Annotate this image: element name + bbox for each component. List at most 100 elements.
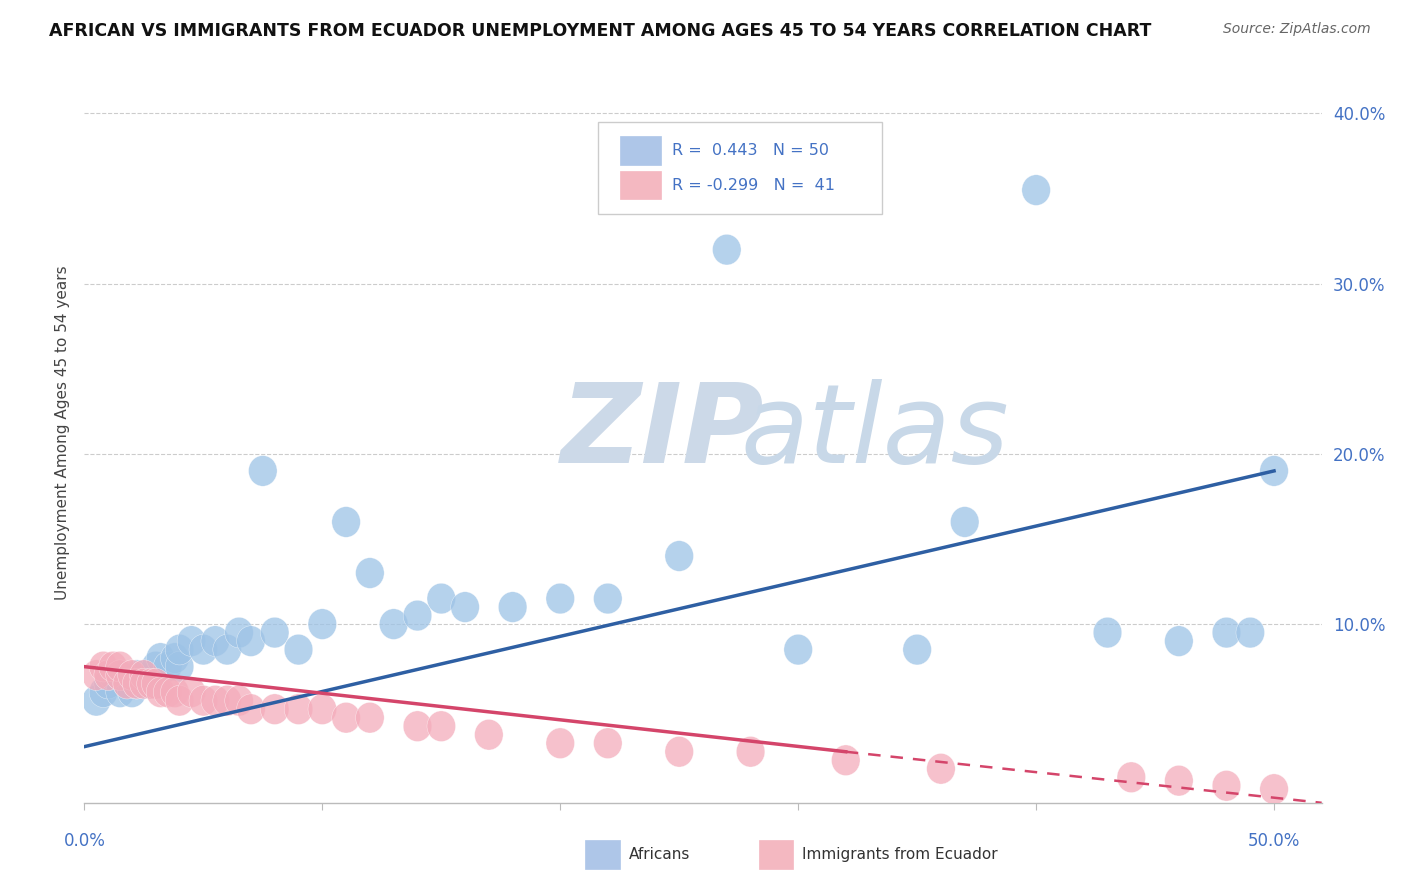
- Text: AFRICAN VS IMMIGRANTS FROM ECUADOR UNEMPLOYMENT AMONG AGES 45 TO 54 YEARS CORREL: AFRICAN VS IMMIGRANTS FROM ECUADOR UNEMP…: [49, 22, 1152, 40]
- Ellipse shape: [260, 617, 290, 648]
- Ellipse shape: [94, 660, 122, 690]
- FancyBboxPatch shape: [620, 136, 661, 165]
- Ellipse shape: [1212, 771, 1240, 801]
- Ellipse shape: [146, 643, 174, 673]
- Ellipse shape: [950, 507, 979, 537]
- Ellipse shape: [82, 660, 111, 690]
- Ellipse shape: [427, 583, 456, 614]
- FancyBboxPatch shape: [759, 840, 793, 870]
- Ellipse shape: [404, 600, 432, 631]
- Text: Source: ZipAtlas.com: Source: ZipAtlas.com: [1223, 22, 1371, 37]
- Ellipse shape: [129, 660, 157, 690]
- Ellipse shape: [177, 626, 205, 657]
- Y-axis label: Unemployment Among Ages 45 to 54 years: Unemployment Among Ages 45 to 54 years: [55, 265, 70, 600]
- Ellipse shape: [146, 677, 174, 707]
- Ellipse shape: [105, 660, 135, 690]
- Ellipse shape: [160, 643, 188, 673]
- FancyBboxPatch shape: [620, 171, 661, 200]
- Ellipse shape: [1260, 456, 1288, 486]
- Ellipse shape: [153, 677, 181, 707]
- Ellipse shape: [94, 668, 122, 699]
- Ellipse shape: [201, 626, 229, 657]
- Ellipse shape: [160, 677, 188, 707]
- Ellipse shape: [332, 702, 360, 733]
- Ellipse shape: [498, 591, 527, 623]
- Ellipse shape: [332, 507, 360, 537]
- Ellipse shape: [380, 608, 408, 640]
- Text: Immigrants from Ecuador: Immigrants from Ecuador: [801, 847, 998, 863]
- Ellipse shape: [177, 677, 205, 707]
- Text: 0.0%: 0.0%: [63, 832, 105, 850]
- Ellipse shape: [665, 737, 693, 767]
- Ellipse shape: [122, 668, 150, 699]
- Ellipse shape: [356, 558, 384, 589]
- FancyBboxPatch shape: [585, 840, 620, 870]
- Ellipse shape: [1212, 617, 1240, 648]
- Ellipse shape: [112, 668, 142, 699]
- Text: 50.0%: 50.0%: [1249, 832, 1301, 850]
- Ellipse shape: [142, 668, 170, 699]
- Text: ZIP: ZIP: [561, 379, 765, 486]
- Ellipse shape: [927, 754, 955, 784]
- Text: Africans: Africans: [628, 847, 690, 863]
- Ellipse shape: [129, 668, 157, 699]
- Ellipse shape: [284, 694, 312, 724]
- Ellipse shape: [785, 634, 813, 665]
- Ellipse shape: [546, 728, 575, 758]
- Ellipse shape: [903, 634, 931, 665]
- Ellipse shape: [593, 728, 621, 758]
- Ellipse shape: [82, 685, 111, 716]
- Ellipse shape: [201, 685, 229, 716]
- Ellipse shape: [236, 694, 266, 724]
- Ellipse shape: [737, 737, 765, 767]
- Ellipse shape: [98, 660, 127, 690]
- Ellipse shape: [1116, 762, 1146, 793]
- Ellipse shape: [136, 668, 166, 699]
- Ellipse shape: [236, 626, 266, 657]
- Ellipse shape: [129, 668, 157, 699]
- Ellipse shape: [89, 651, 118, 682]
- Ellipse shape: [1260, 774, 1288, 805]
- Ellipse shape: [1022, 175, 1050, 205]
- Ellipse shape: [118, 677, 146, 707]
- Ellipse shape: [142, 668, 170, 699]
- Ellipse shape: [831, 745, 860, 775]
- Ellipse shape: [188, 685, 218, 716]
- Ellipse shape: [105, 651, 135, 682]
- Ellipse shape: [153, 651, 181, 682]
- Text: R = -0.299   N =  41: R = -0.299 N = 41: [672, 178, 835, 193]
- Ellipse shape: [713, 235, 741, 265]
- Ellipse shape: [98, 651, 127, 682]
- Ellipse shape: [427, 711, 456, 741]
- Ellipse shape: [356, 702, 384, 733]
- Ellipse shape: [142, 651, 170, 682]
- Ellipse shape: [475, 720, 503, 750]
- Ellipse shape: [212, 685, 242, 716]
- Ellipse shape: [89, 677, 118, 707]
- Text: atlas: atlas: [740, 379, 1008, 486]
- Ellipse shape: [212, 634, 242, 665]
- Ellipse shape: [593, 583, 621, 614]
- Ellipse shape: [308, 694, 336, 724]
- Ellipse shape: [166, 651, 194, 682]
- Text: R =  0.443   N = 50: R = 0.443 N = 50: [672, 143, 830, 158]
- Ellipse shape: [188, 634, 218, 665]
- Ellipse shape: [284, 634, 312, 665]
- Ellipse shape: [225, 617, 253, 648]
- Ellipse shape: [129, 660, 157, 690]
- Ellipse shape: [122, 668, 150, 699]
- Ellipse shape: [1164, 765, 1194, 796]
- Ellipse shape: [118, 660, 146, 690]
- Ellipse shape: [404, 711, 432, 741]
- Ellipse shape: [122, 660, 150, 690]
- Ellipse shape: [136, 668, 166, 699]
- Ellipse shape: [308, 608, 336, 640]
- Ellipse shape: [1236, 617, 1264, 648]
- Ellipse shape: [112, 668, 142, 699]
- FancyBboxPatch shape: [598, 121, 883, 214]
- Ellipse shape: [546, 583, 575, 614]
- Ellipse shape: [1094, 617, 1122, 648]
- Ellipse shape: [105, 677, 135, 707]
- Ellipse shape: [166, 685, 194, 716]
- Ellipse shape: [1164, 626, 1194, 657]
